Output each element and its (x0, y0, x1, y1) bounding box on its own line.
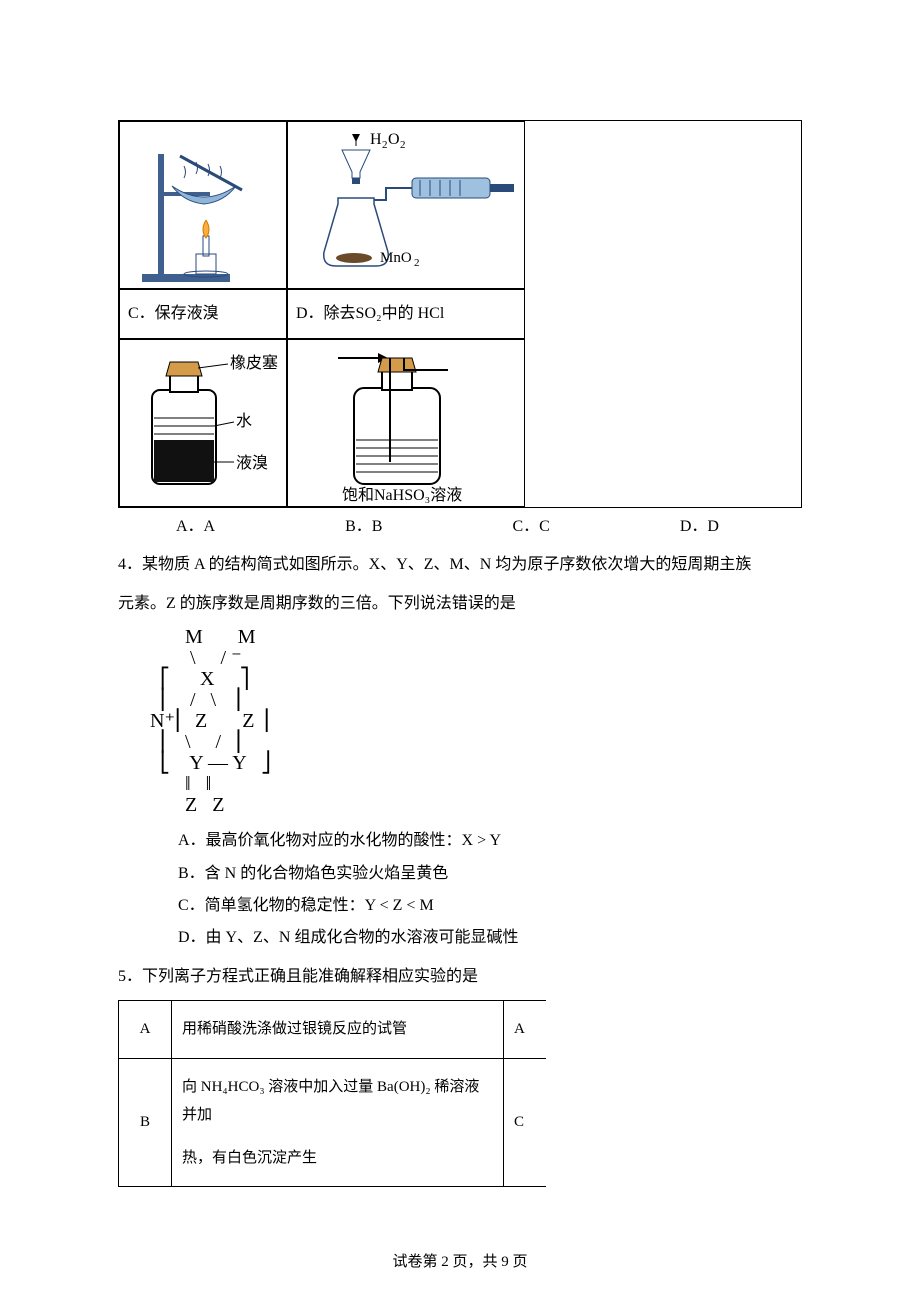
experiment-figures-grid: H 2 O 2 MnO 2 (118, 120, 802, 508)
row-label-a: A (119, 1001, 172, 1059)
q4-opt-c: C．简单氢化物的稳定性：Y < Z < M (118, 891, 802, 921)
figure-cell-h2o2: H 2 O 2 MnO 2 (287, 121, 525, 289)
page: H 2 O 2 MnO 2 (0, 0, 920, 1302)
svg-text:2: 2 (382, 139, 388, 151)
bromine-bottle-icon: 橡皮塞 水 液溴 (124, 344, 284, 508)
q5-stem: 5．下列离子方程式正确且能准确解释相应实验的是 (118, 962, 802, 992)
q4-opt-d: D．由 Y、Z、N 组成化合物的水溶液可能显碱性 (118, 923, 802, 953)
mno2-label: MnO (380, 250, 412, 266)
opt-c: C．C (512, 512, 549, 542)
figure-cell-bromine-bottle: 橡皮塞 水 液溴 (119, 339, 287, 507)
caption-cell-c: C．保存液溴 (119, 289, 287, 339)
label-nahso3: 饱和NaHSO₃溶液 (342, 486, 462, 504)
row-label-b: B (119, 1058, 172, 1187)
h2o2-apparatus-icon: H 2 O 2 MnO 2 (292, 126, 522, 290)
caption-d: D．除去SO₂中的 HCl (296, 299, 444, 329)
svg-text:2: 2 (400, 139, 406, 151)
caption-cell-d: D．除去SO₂中的 HCl (287, 289, 525, 339)
row-right-a: A (504, 1001, 547, 1059)
table-row: A 用稀硝酸洗涤做过银镜反应的试管 A (119, 1001, 547, 1059)
q4-opt-a: A．最高价氧化物对应的水化物的酸性：X > Y (118, 826, 802, 856)
opt-b: B．B (345, 512, 382, 542)
caption-c: C．保存液溴 (128, 299, 219, 329)
row-text-a: 用稀硝酸洗涤做过银镜反应的试管 (172, 1001, 504, 1059)
row-b-line1: 向 NH₄HCO₃ 溶液中加入过量 Ba(OH)₂ 稀溶液并加 (182, 1073, 493, 1130)
label-bromine: 液溴 (236, 454, 268, 472)
opt-d: D．D (680, 512, 719, 542)
figure-cell-gas-wash: 饱和NaHSO₃溶液 (287, 339, 525, 507)
label-rubber: 橡皮塞 (230, 354, 278, 372)
q4-stem-line2: 元素。Z 的族序数是周期序数的三倍。下列说法错误的是 (118, 589, 802, 619)
table-row: B 向 NH₄HCO₃ 溶液中加入过量 Ba(OH)₂ 稀溶液并加 热，有白色沉… (119, 1058, 547, 1187)
svg-text:2: 2 (414, 257, 420, 269)
opt-a: A．A (176, 512, 215, 542)
page-footer: 试卷第 2 页，共 9 页 (0, 1248, 920, 1277)
row-text-b: 向 NH₄HCO₃ 溶液中加入过量 Ba(OH)₂ 稀溶液并加 热，有白色沉淀产… (172, 1058, 504, 1187)
figure-cell-evaporation (119, 121, 287, 289)
row-right-b: C (504, 1058, 547, 1187)
h2o2-label: H (370, 131, 382, 148)
svg-text:O: O (388, 131, 400, 148)
row-b-line2: 热，有白色沉淀产生 (182, 1144, 493, 1173)
q5-table: A 用稀硝酸洗涤做过银镜反应的试管 A B 向 NH₄HCO₃ 溶液中加入过量 … (118, 1000, 546, 1187)
structural-formula: M M \ / ⁻ ⎡ X ⎤ ⎢ / \ ⎥ N⁺⎢ Z Z ⎥ ⎢ \ / … (118, 627, 802, 816)
q3-options: A．A B．B C．C D．D (118, 512, 802, 542)
evaporation-setup-icon (124, 126, 284, 290)
q4-opt-b: B．含 N 的化合物焰色实验火焰呈黄色 (118, 859, 802, 889)
label-water: 水 (236, 412, 252, 430)
gas-washing-bottle-icon: 饱和NaHSO₃溶液 (292, 344, 522, 508)
q4-stem-line1: 4．某物质 A 的结构简式如图所示。X、Y、Z、M、N 均为原子序数依次增大的短… (118, 550, 802, 580)
